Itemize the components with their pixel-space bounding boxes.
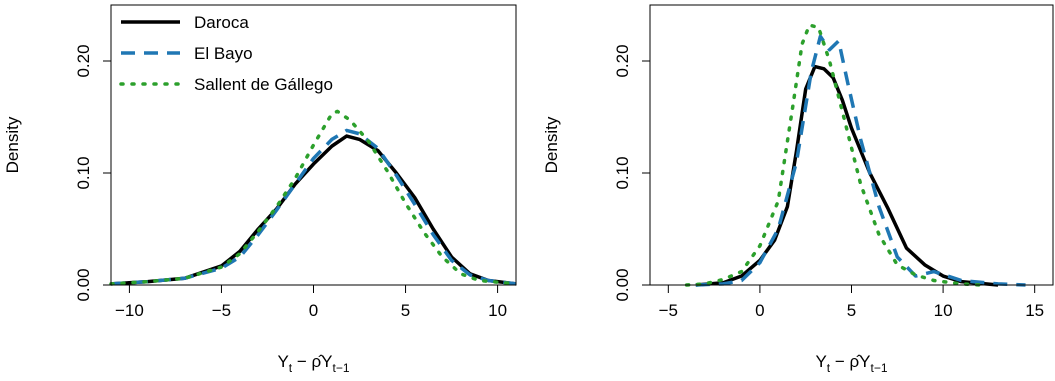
series-line-el-bayo [110, 128, 517, 286]
y-tick-label: 0.10 [613, 156, 632, 189]
y-tick-label: 0.00 [613, 268, 632, 301]
legend-label: El Bayo [194, 44, 253, 63]
y-tick-label: 0.00 [74, 268, 93, 301]
x-tick-label: 10 [934, 301, 953, 320]
series-line-el-bayo [695, 34, 1026, 287]
x-tick-label: −5 [212, 301, 231, 320]
x-axis-title: Yt − ρ̂Yt−1 [815, 352, 887, 375]
x-tick-label: −5 [659, 301, 678, 320]
x-tick-label: 10 [488, 301, 507, 320]
series-line-sallent-de-g-llego [109, 109, 518, 286]
legend-label: Daroca [194, 13, 249, 32]
y-tick-label: 0.10 [74, 156, 93, 189]
plot-frame [649, 4, 1054, 286]
x-tick-label: −10 [115, 301, 144, 320]
series-line-daroca [110, 134, 517, 286]
x-tick-label: 0 [309, 301, 318, 320]
legend-label: Sallent de Gállego [194, 75, 333, 94]
chart-panel-1: −10 −5 0 5 10 0.00 0.10 0.20 Density Yt − ρ̂Yt−1 D… [3, 4, 518, 375]
legend: Daroca El Bayo Sallent de Gállego [119, 13, 333, 94]
series-line-daroca [695, 64, 999, 287]
x-tick-label: 0 [755, 301, 764, 320]
series-line-sallent-de-g-llego [684, 23, 982, 287]
x-tick-label: 5 [847, 301, 856, 320]
y-tick-label: 0.20 [74, 44, 93, 77]
x-axis-title: Yt − ρ̂Yt−1 [277, 352, 349, 375]
y-axis-title: Density [542, 116, 561, 173]
x-tick-label: 5 [401, 301, 410, 320]
x-tick-label: 15 [1025, 301, 1044, 320]
y-tick-label: 0.20 [613, 44, 632, 77]
chart-panel-2: −5 0 5 10 15 0.00 0.10 0.20 Density Yt − ρ̂Yt−1 [542, 4, 1054, 375]
y-axis-title: Density [3, 116, 22, 173]
